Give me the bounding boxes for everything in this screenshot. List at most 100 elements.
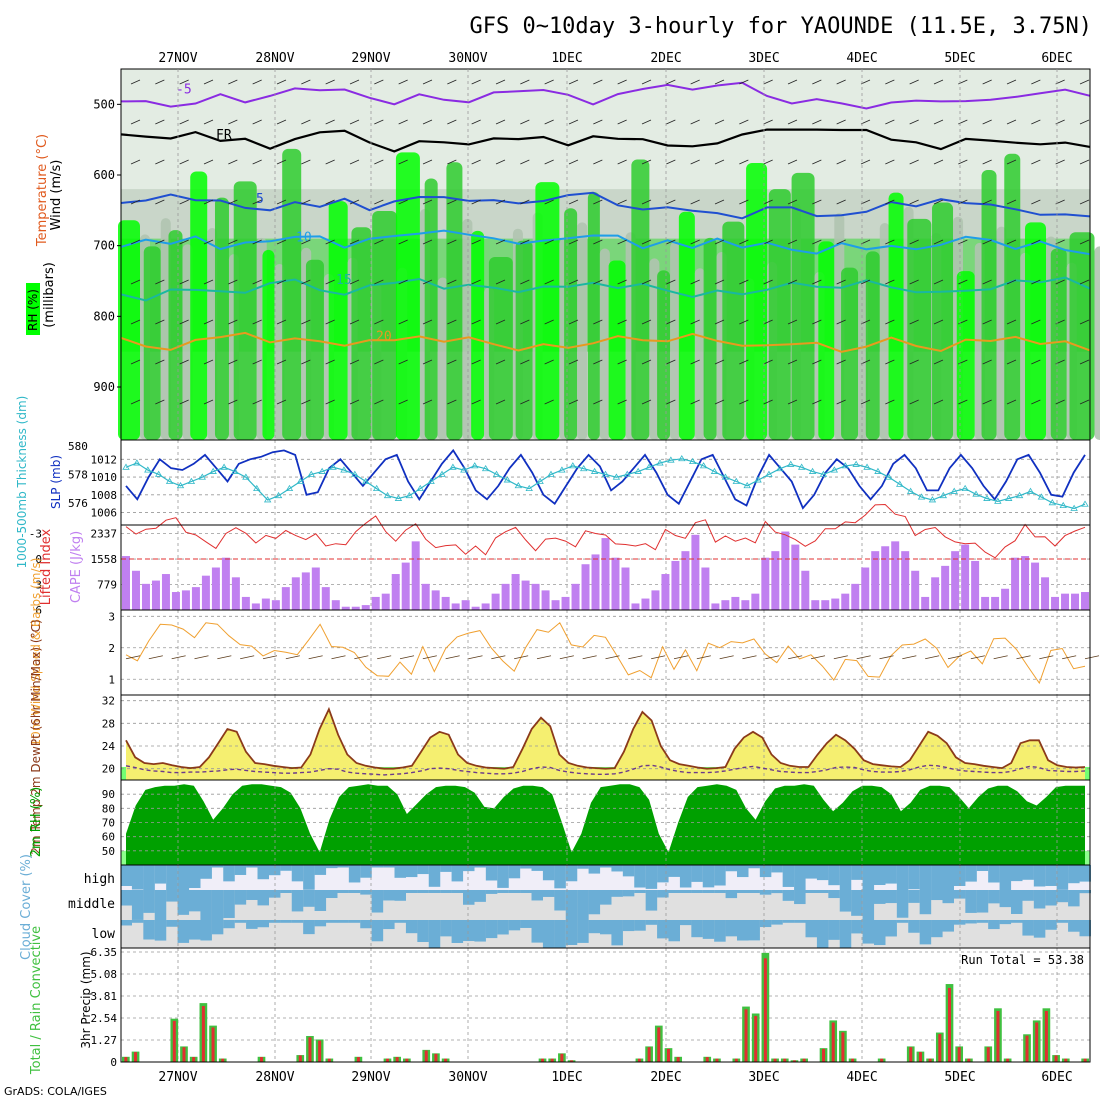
rh-dry-slot	[996, 226, 1007, 440]
wind-barb	[349, 79, 360, 85]
cloud-cover-cell	[919, 865, 932, 890]
wind-barb-10m	[354, 655, 369, 660]
thickness-marker	[242, 473, 250, 480]
ylabel-cape: CAPE (J/kg)	[69, 531, 84, 603]
contour-label: 15	[336, 273, 352, 288]
cape-bar	[471, 606, 480, 610]
wind-barb	[130, 239, 141, 245]
wind-barb	[714, 159, 725, 165]
rh-dry-slot	[577, 222, 588, 440]
cloud-cover-cell	[588, 890, 601, 915]
wind-barb	[787, 239, 798, 245]
wind-barb	[909, 199, 919, 205]
cloud-cover-cell	[268, 865, 281, 876]
wind-barb	[447, 79, 457, 85]
wind-barb	[836, 319, 846, 325]
rh-plume	[768, 189, 791, 440]
wind-barb	[812, 239, 822, 245]
cape-bar	[711, 603, 720, 610]
cloud-cover-cell	[246, 865, 258, 868]
cape-bar	[241, 596, 250, 610]
wind-barb	[982, 119, 992, 125]
wind-barb	[617, 319, 627, 325]
y-tick-label: 3.81	[91, 990, 118, 1003]
cloud-cover-cell	[383, 865, 395, 868]
precip-convective-bar	[298, 1055, 302, 1062]
wind-barb	[155, 239, 165, 245]
rh-plume	[190, 171, 208, 440]
wind-barb	[909, 399, 919, 405]
cloud-cover-cell	[782, 890, 795, 901]
wind-barb	[617, 159, 627, 165]
cloud-cover-cell	[337, 920, 349, 923]
thickness-marker	[688, 457, 697, 465]
cape-bar	[781, 531, 790, 610]
wind-barb	[787, 159, 798, 165]
wind-barb	[666, 119, 676, 125]
precip-convective-bar	[938, 1034, 942, 1062]
wind-barb	[179, 399, 189, 405]
wind-barb	[544, 119, 554, 125]
cloud-cover-cell	[645, 920, 658, 925]
cloud-cover-cell	[485, 920, 498, 939]
wind-barb	[909, 159, 919, 165]
rh-plume	[956, 271, 975, 440]
wind-barb	[252, 399, 262, 405]
rh-band-dry	[121, 69, 1090, 190]
wind-barb	[252, 79, 262, 85]
cloud-cover-cell	[828, 890, 840, 899]
thickness-marker	[656, 459, 664, 466]
cloud-cover-cell	[851, 890, 863, 916]
precip-convective-bar	[880, 1058, 884, 1062]
contour-label: 20	[376, 330, 392, 345]
wind-barb	[228, 79, 238, 85]
y-tick-label-left: 0	[35, 553, 42, 566]
cape-bar	[861, 567, 870, 610]
cloud-cover-cell	[120, 920, 132, 926]
rh-dry-slot	[858, 281, 869, 440]
cloud-cover-cell	[622, 920, 635, 932]
x-tick-label-bottom: 5DEC	[944, 1070, 975, 1085]
cloud-cover-cell	[451, 920, 464, 943]
cloud-cover-cell	[565, 865, 578, 882]
cloud-cover-cell	[816, 920, 829, 948]
cloud-cover-cell	[348, 890, 361, 893]
thickness-marker	[634, 467, 642, 474]
cloud-cover-cell	[531, 890, 543, 901]
wind-barb	[447, 399, 457, 405]
wind-barb	[471, 319, 481, 325]
y-tick-label: 80	[102, 802, 115, 815]
thickness-marker	[645, 463, 653, 470]
cloud-cover-cell	[622, 890, 635, 897]
wind-barb-10m	[559, 655, 574, 660]
precip-convective-bar	[909, 1047, 913, 1062]
cloud-cover-cell	[999, 865, 1012, 890]
slp-line	[125, 448, 1086, 510]
cloud-level-label: middle	[68, 897, 115, 912]
thickness-marker	[154, 470, 163, 477]
cloud-cover-cell	[131, 890, 144, 920]
thickness-marker	[405, 491, 414, 499]
wind-barb	[690, 199, 700, 205]
cape-bar	[341, 606, 350, 610]
wind-barb	[544, 239, 554, 245]
wind-barb	[520, 399, 530, 405]
wind-barb	[1079, 399, 1090, 405]
cloud-cover-cell	[953, 920, 966, 925]
wind-barb	[374, 79, 384, 85]
cloud-cover-cell	[554, 920, 566, 948]
wind-barb	[301, 79, 311, 85]
precip-convective-bar	[841, 1032, 845, 1062]
cloud-cover-cell	[280, 920, 292, 923]
wind-barb	[374, 199, 384, 205]
cloud-cover-cell	[942, 865, 954, 890]
wind-barb	[325, 239, 335, 245]
wind-barb	[179, 159, 189, 165]
cloud-cover-cell	[234, 890, 247, 905]
precip-convective-bar	[541, 1058, 545, 1062]
wind-barb	[130, 399, 141, 405]
x-tick-label-top: 29NOV	[351, 51, 390, 66]
wind-barb	[812, 159, 822, 165]
thickness-marker	[830, 466, 839, 473]
thickness-marker	[285, 484, 294, 491]
